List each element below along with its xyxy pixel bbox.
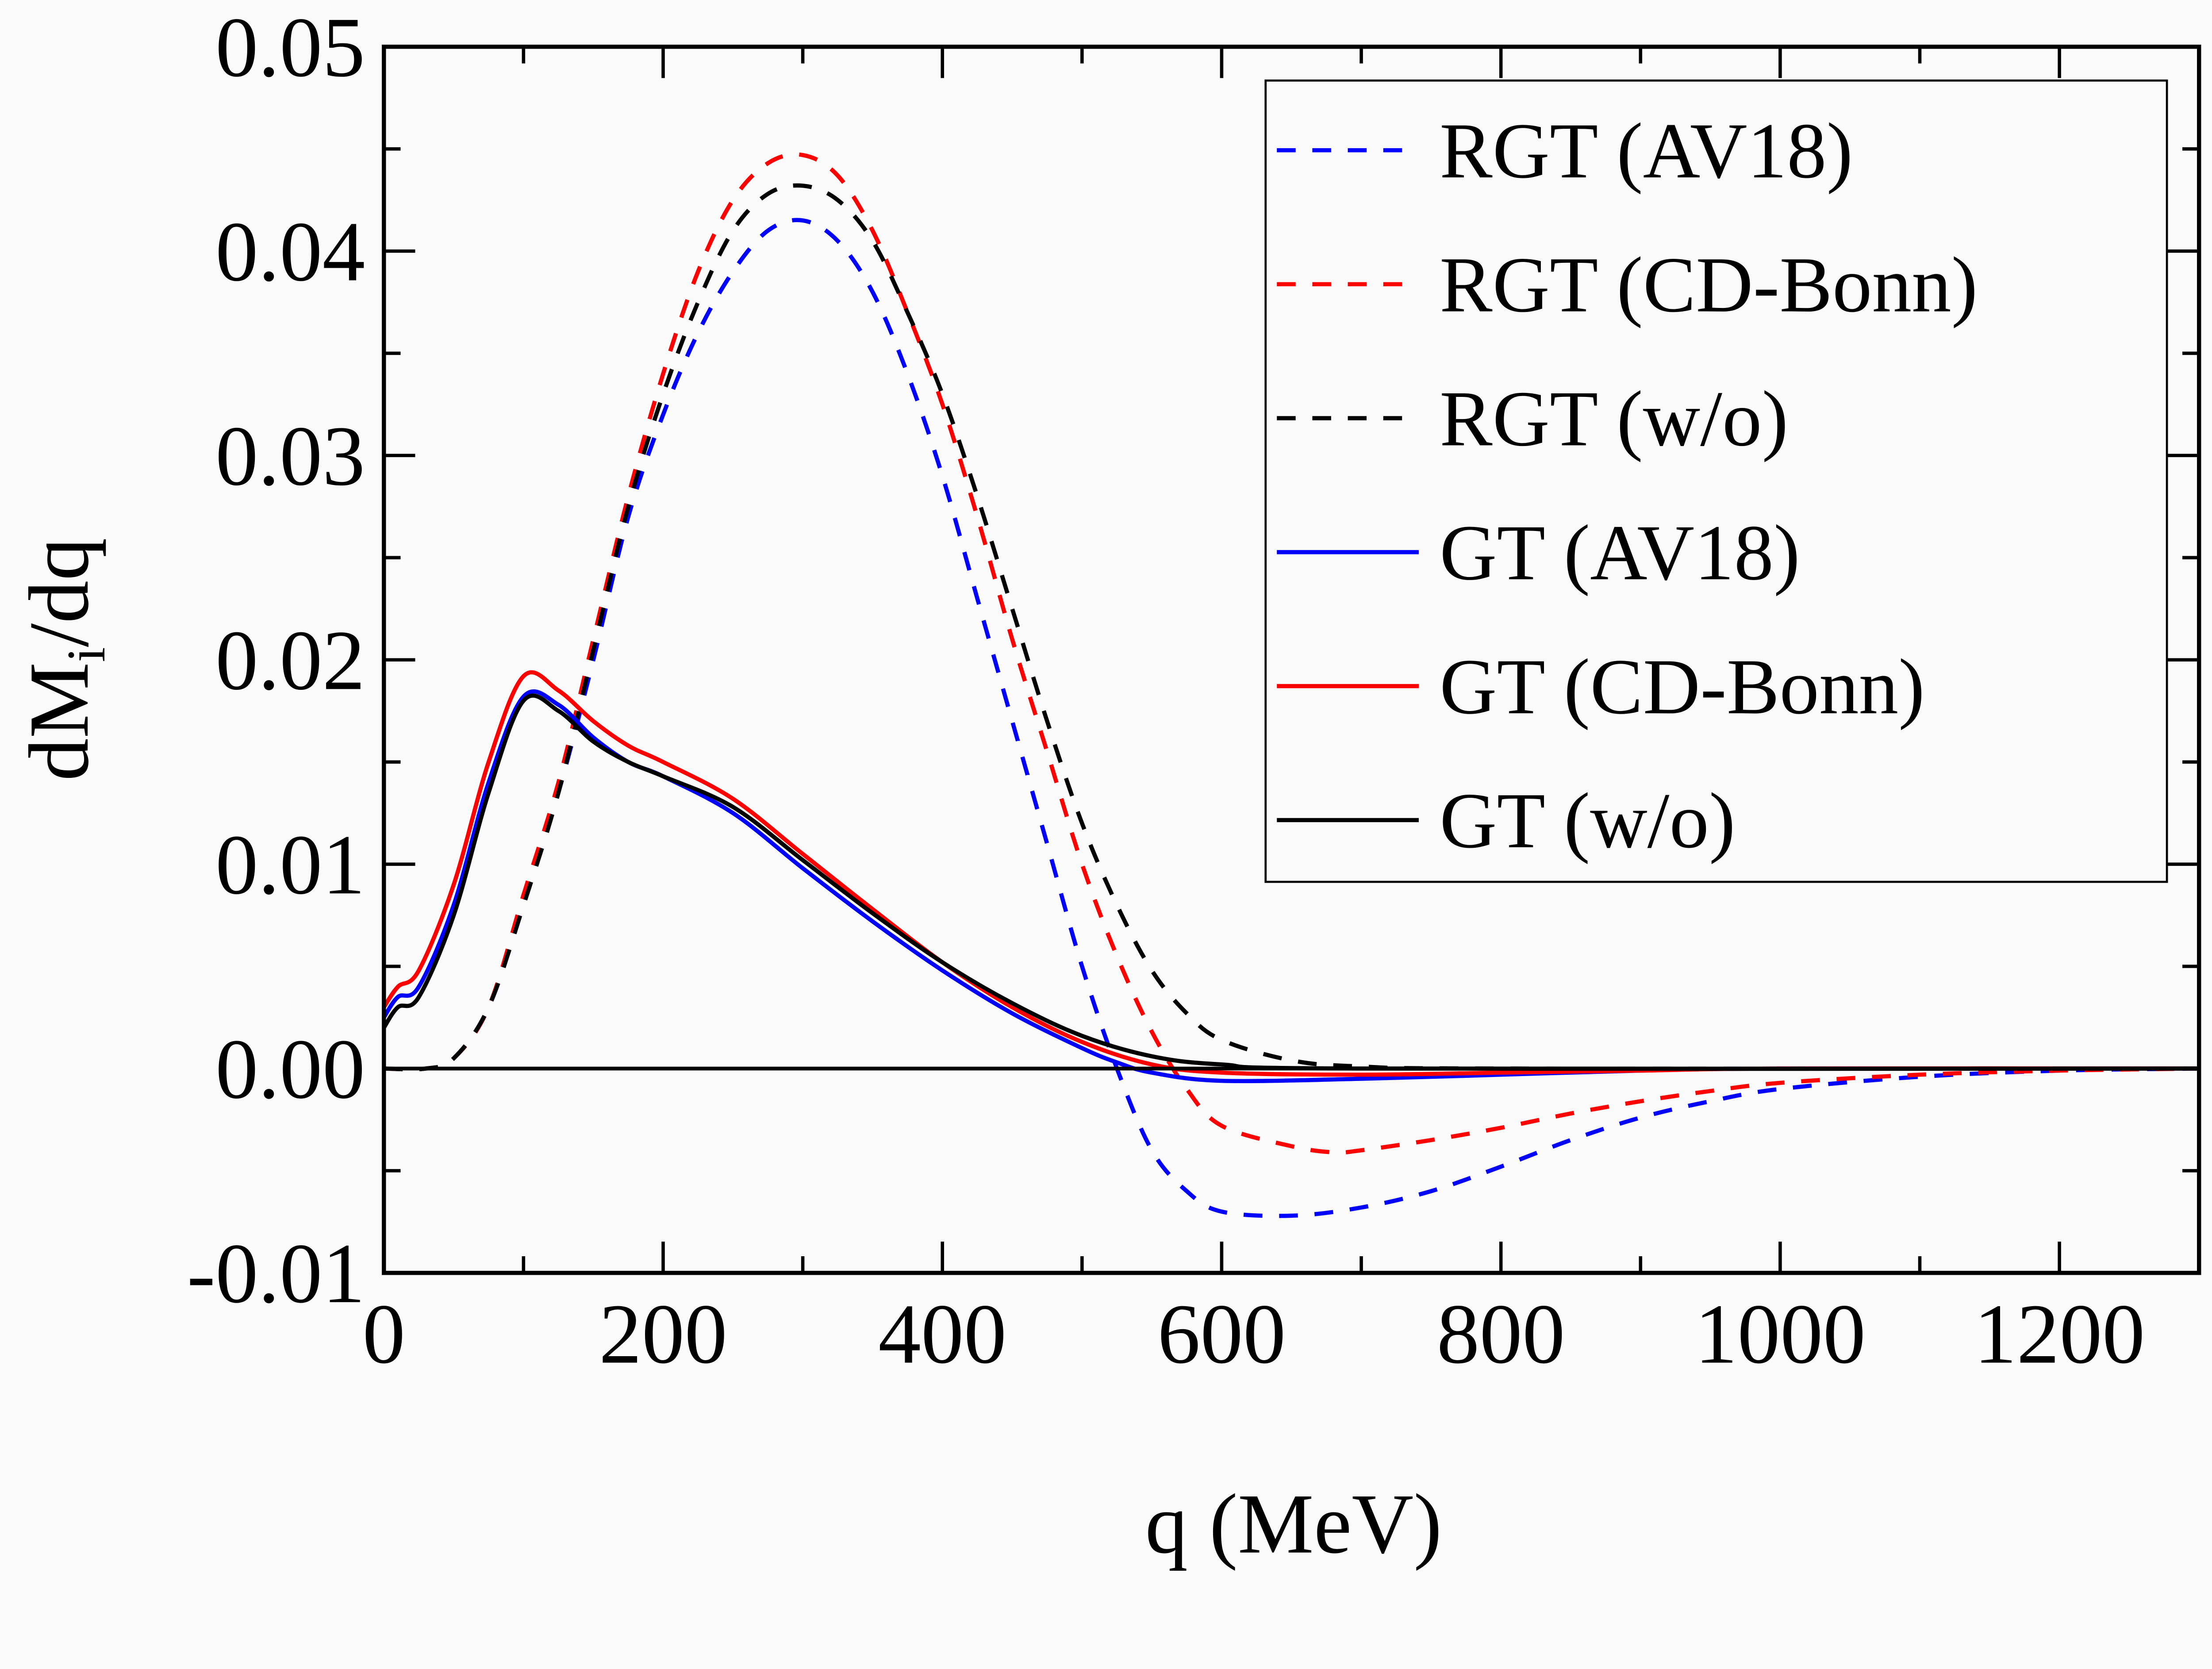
axes-layer: 0 200 400 600 800 1000 1200 -0.01 0.00 0.01 0.02 0.… [187, 0, 2201, 1381]
x-tick-label: 0 [362, 1287, 405, 1381]
y-tick-label: 0.01 [215, 817, 365, 912]
x-tick-label: 1200 [1974, 1287, 2145, 1381]
x-tick-label: 200 [599, 1287, 727, 1381]
y-axis-title-suffix: /dq [12, 538, 106, 647]
legend-label-3: GT (AV18) [1440, 508, 1800, 596]
x-tick-label: 400 [878, 1287, 1006, 1381]
legend-label-1: RGT (CD-Bonn) [1440, 241, 1978, 329]
y-tick-label: 0.03 [215, 408, 365, 503]
legend-label-5: GT (w/o) [1440, 777, 1736, 865]
legend-label-2: RGT (w/o) [1440, 374, 1788, 462]
y-tick-label: 0.00 [215, 1022, 365, 1116]
legend-label-4: GT (CD-Bonn) [1440, 642, 1925, 731]
x-tick-label: 1000 [1695, 1287, 1866, 1381]
y-tick-label: 0.02 [215, 613, 365, 708]
line-chart: 0 200 400 600 800 1000 1200 -0.01 0.00 0.01 0.02 0.… [12, 0, 2201, 1571]
series-line-0 [384, 218, 2199, 1218]
chart-figure: 0 200 400 600 800 1000 1200 -0.01 0.00 0.01 0.02 0.… [12, 0, 2201, 1571]
y-tick-label: 0.04 [215, 204, 365, 299]
y-axis-title-subscript: i [56, 647, 116, 662]
y-tick-label: -0.01 [187, 1226, 365, 1321]
x-axis-title: q (MeV) [1145, 1477, 1442, 1571]
legend-label-0: RGT (AV18) [1440, 107, 1853, 195]
y-axis-title: dMi/dq [12, 538, 116, 781]
series-line-2 [384, 183, 2199, 1072]
legend: RGT (AV18) RGT (CD-Bonn) RGT (w/o) GT (AV18… [1264, 79, 2168, 883]
legend-box [1264, 79, 2168, 883]
x-tick-label: 600 [1157, 1287, 1286, 1381]
y-axis-title-main: dM [12, 662, 106, 781]
x-tick-label: 800 [1437, 1287, 1565, 1381]
y-tick-label: 0.05 [215, 0, 365, 95]
